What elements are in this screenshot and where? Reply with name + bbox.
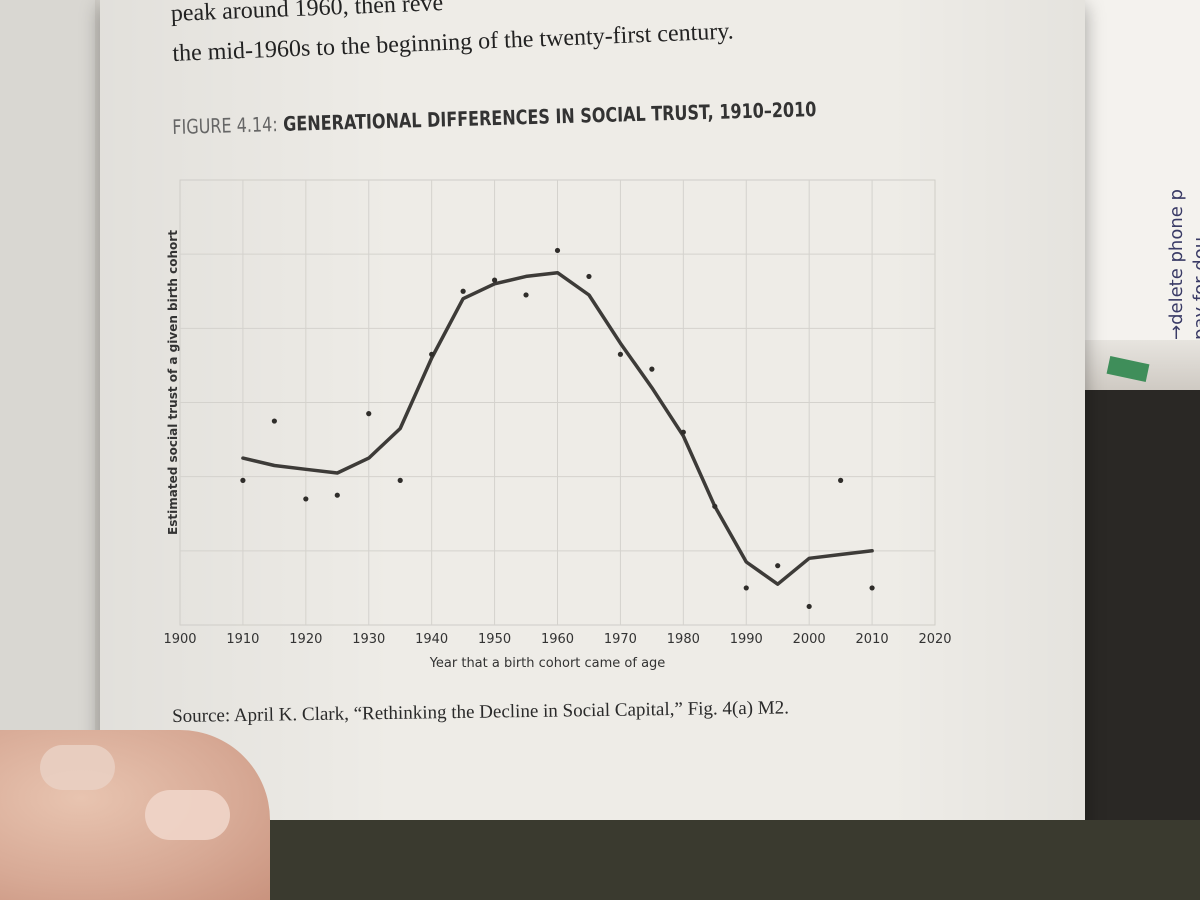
data-point (586, 273, 592, 280)
x-tick-label: 1990 (730, 632, 763, 647)
fingernail (145, 790, 230, 840)
data-point (240, 477, 246, 483)
data-point (334, 492, 340, 498)
x-tick-label: 1900 (163, 632, 196, 647)
trend-line (241, 270, 874, 586)
data-point (712, 503, 718, 509)
notepad (1085, 0, 1200, 380)
x-tick-label: 1910 (226, 632, 259, 647)
data-point (429, 351, 435, 357)
x-tick-label: 1960 (541, 632, 574, 647)
x-tick-label: 2020 (918, 632, 951, 647)
data-point (366, 411, 372, 417)
data-point (806, 603, 812, 610)
x-tick-label: 1970 (604, 632, 637, 647)
data-point (775, 563, 781, 569)
figure-number: FIGURE 4.14: (172, 112, 278, 139)
data-point (491, 277, 498, 283)
fingernail (40, 745, 115, 790)
data-point (397, 477, 403, 483)
book-page (100, 0, 1085, 840)
data-point (680, 429, 686, 435)
trust-chart: 1900 1910 1920 1930 1940 1950 1960 1970 1980 1990… (163, 179, 952, 671)
notepad-handwriting: →delete phone p pay for dou TO DO →MFIN (1166, 189, 1200, 340)
y-axis-label: Estimated social trust of a given birth … (166, 230, 180, 535)
data-point (554, 247, 561, 254)
x-tick-label: 1980 (667, 632, 700, 647)
x-axis-label: Year that a birth cohort came of age (429, 656, 666, 671)
data-point (838, 477, 844, 483)
data-point (649, 366, 655, 372)
data-point (523, 292, 529, 298)
x-tick-label: 1940 (415, 632, 448, 647)
x-tick-label: 2010 (856, 632, 889, 647)
data-point (869, 585, 875, 591)
data-point (617, 351, 624, 357)
data-point (303, 496, 309, 502)
background-fabric (230, 820, 1200, 900)
x-tick-label: 1920 (289, 632, 322, 647)
x-tick-label: 1950 (478, 632, 511, 647)
data-point (460, 288, 466, 294)
x-tick-label: 1930 (352, 632, 385, 647)
x-tick-label: 2000 (793, 632, 826, 647)
data-point (271, 418, 277, 424)
data-point (743, 585, 749, 591)
